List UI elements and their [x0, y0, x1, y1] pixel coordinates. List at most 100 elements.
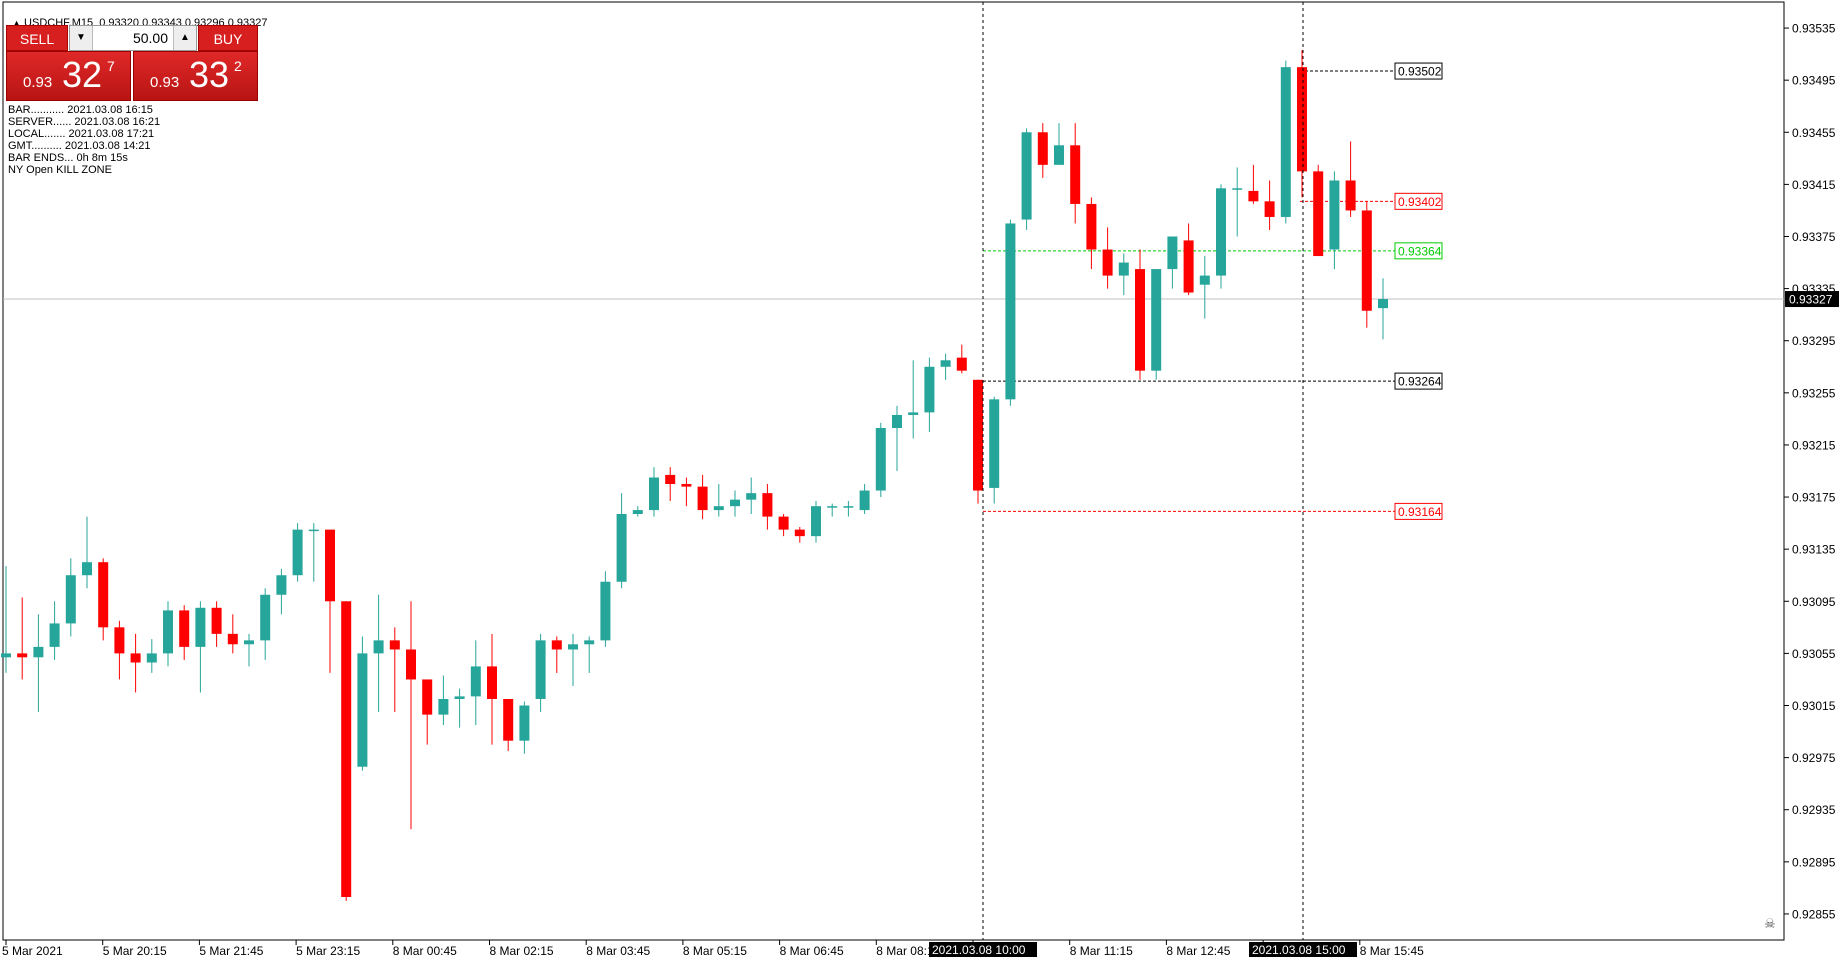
- level-label-box: [1394, 502, 1443, 520]
- lot-size-value[interactable]: 50.00: [132, 30, 168, 46]
- candle-body: [65, 575, 76, 624]
- candle: [357, 636, 368, 771]
- chevron-down-icon[interactable]: ▼: [70, 26, 93, 50]
- candle-body: [973, 379, 983, 491]
- candle: [632, 506, 643, 517]
- y-tick-label: 0.93175: [1792, 491, 1836, 505]
- candle-body: [1151, 269, 1162, 371]
- candle-body: [892, 414, 902, 429]
- candle-body: [713, 506, 724, 511]
- candle-body: [778, 516, 789, 530]
- candle: [859, 484, 870, 514]
- candle: [1199, 256, 1210, 319]
- candle-body: [568, 644, 578, 650]
- candle-body: [924, 366, 935, 413]
- candle: [1135, 249, 1145, 380]
- y-tick-label: 0.92975: [1792, 751, 1836, 765]
- candle-body: [82, 562, 92, 576]
- candle: [730, 490, 740, 517]
- x-tick-label: 5 Mar 23:15: [296, 944, 360, 958]
- y-tick-label: 0.92935: [1792, 803, 1836, 817]
- time-marker-label: 2021.03.08 10:00: [932, 943, 1026, 957]
- candle: [1, 566, 11, 673]
- candle-body: [908, 412, 919, 415]
- y-tick-label: 0.93415: [1792, 178, 1836, 192]
- candle-body: [551, 640, 562, 650]
- candle: [341, 601, 352, 901]
- candle-body: [1054, 145, 1064, 165]
- level-label: 0.93402: [1398, 195, 1442, 209]
- current-price-tag: [1785, 291, 1839, 308]
- y-tick-label: 0.92895: [1792, 855, 1836, 869]
- candle: [1248, 164, 1259, 204]
- info-line: GMT.......... 2021.03.08 14:21: [8, 140, 151, 152]
- buy-price-button[interactable]: 0.93 33 2: [133, 51, 258, 101]
- candle-body: [535, 640, 546, 699]
- chevron-up-icon[interactable]: ▲: [173, 26, 196, 50]
- candle-body: [244, 640, 254, 645]
- triangle-up-icon: ▲: [12, 18, 22, 28]
- candle: [778, 513, 789, 537]
- candle: [1070, 123, 1081, 224]
- buy-button[interactable]: BUY: [198, 25, 258, 51]
- x-tick-label: 8 Mar 05:15: [683, 944, 747, 958]
- candle-body: [1021, 132, 1032, 220]
- candle: [875, 422, 886, 498]
- y-tick-label: 0.93495: [1792, 74, 1836, 88]
- level-label-box: [1394, 192, 1443, 210]
- candle: [1264, 180, 1275, 230]
- candle: [422, 679, 433, 745]
- candle-body: [1280, 67, 1291, 217]
- candle-body: [373, 640, 384, 654]
- candle: [33, 614, 44, 713]
- candle: [1102, 227, 1113, 289]
- candle-body: [503, 698, 514, 741]
- sell-price-prefix: 0.93: [23, 74, 53, 91]
- candle: [568, 633, 578, 686]
- candle: [1297, 50, 1307, 198]
- candle-body: [1183, 240, 1194, 293]
- candle: [535, 633, 546, 713]
- candle-body: [794, 529, 805, 537]
- candle: [843, 500, 854, 517]
- buy-price-sup: 2: [234, 58, 242, 74]
- candle: [551, 636, 562, 673]
- candle-body: [1005, 223, 1016, 400]
- info-line: BAR ENDS... 0h 8m 15s: [8, 152, 128, 164]
- candle: [827, 503, 838, 517]
- sell-price-button[interactable]: 0.93 32 7: [6, 51, 131, 101]
- time-marker-tag: [1249, 942, 1357, 957]
- candle: [17, 597, 28, 680]
- candle: [308, 523, 319, 582]
- candle-body: [341, 601, 352, 898]
- candle-body: [130, 653, 141, 663]
- candle-body: [989, 399, 1000, 488]
- x-tick-label: 8 Mar 08:15: [876, 944, 940, 958]
- candle: [649, 467, 659, 517]
- candle-body: [211, 607, 222, 634]
- sell-price-big: 32: [62, 54, 103, 95]
- candle: [503, 698, 514, 752]
- x-tick-label: 8 Mar 03:45: [586, 944, 650, 958]
- candle-body: [665, 474, 676, 485]
- lot-size-input[interactable]: ▼ 50.00 ▲: [69, 25, 197, 51]
- plot-area[interactable]: [2, 1, 1785, 941]
- candle-body: [1345, 180, 1356, 211]
- candle: [1329, 171, 1340, 270]
- x-tick-label: 8 Mar 12:45: [1166, 944, 1230, 958]
- time-marker-tag: [929, 942, 1037, 957]
- candle-body: [811, 506, 821, 537]
- candle-body: [1086, 203, 1097, 250]
- sell-button[interactable]: SELL: [6, 25, 68, 51]
- candle-body: [956, 357, 967, 371]
- candle: [665, 467, 676, 501]
- x-tick-label: 8 Mar 15:45: [1360, 944, 1424, 958]
- candle-body: [179, 610, 190, 647]
- x-tick-label: 8 Mar 11:15: [1070, 944, 1133, 958]
- candle-body: [1070, 145, 1081, 204]
- current-price-label: 0.93327: [1789, 293, 1833, 307]
- candle-body: [454, 696, 465, 699]
- candle: [244, 633, 254, 667]
- candle-body: [649, 477, 659, 511]
